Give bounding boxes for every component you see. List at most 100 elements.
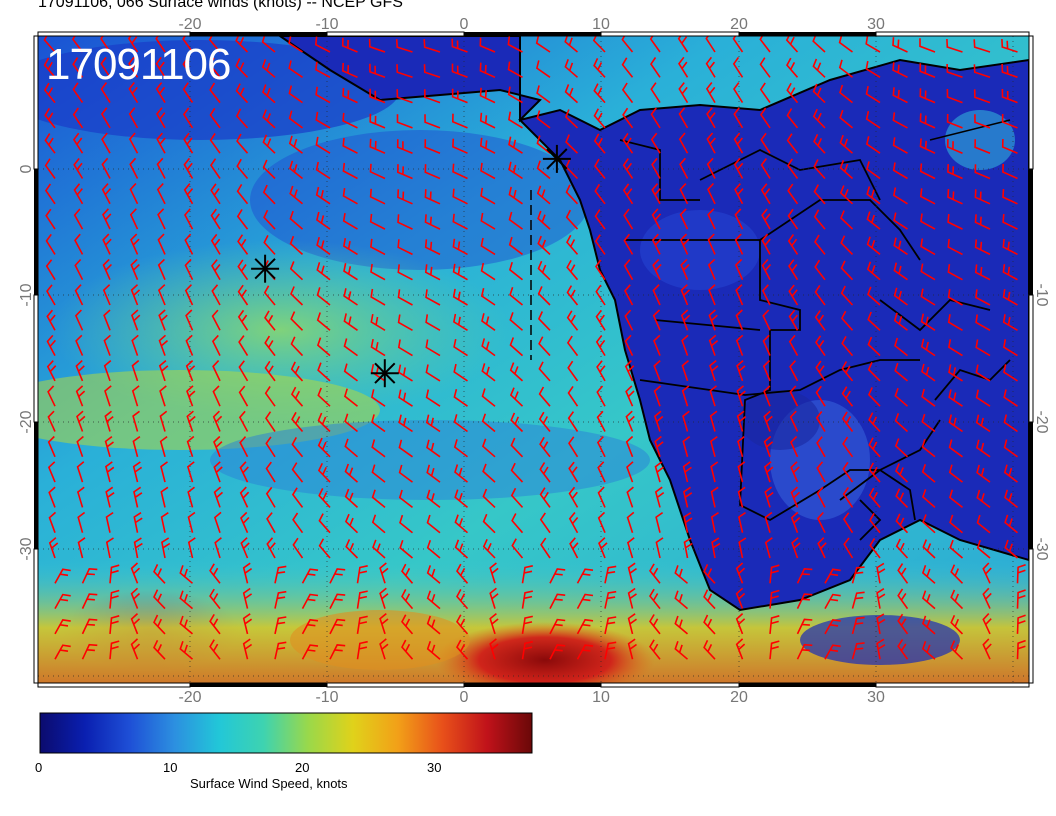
wind-barb — [453, 389, 468, 407]
wind-barb — [921, 464, 936, 483]
wind-barb — [867, 286, 881, 306]
wind-barb — [369, 163, 386, 180]
wind-barb — [213, 486, 224, 508]
wind-barb — [655, 537, 664, 559]
wind-barb — [735, 284, 744, 306]
wind-barb — [105, 537, 114, 559]
wind-barb — [866, 236, 881, 256]
wind-barb — [787, 208, 799, 230]
wind-barb — [211, 259, 221, 281]
wind-barb — [564, 109, 579, 129]
wind-barb — [674, 641, 689, 660]
wind-barb — [157, 208, 166, 230]
wind-barb — [317, 437, 331, 458]
wind-barb — [732, 36, 744, 53]
wind-barb — [919, 188, 936, 205]
wind-barb — [706, 107, 716, 129]
wind-barb — [893, 312, 908, 331]
wind-barb — [288, 85, 303, 104]
wind-barb — [424, 264, 441, 281]
lon-axis-bottom: -20 -10 0 10 20 30 — [178, 689, 885, 706]
wind-barb — [133, 537, 143, 559]
wind-barb — [242, 562, 253, 584]
wind-barb — [567, 360, 579, 382]
wind-barb — [344, 513, 359, 534]
colorbar-tick: 0 — [35, 760, 43, 775]
wind-barb — [796, 593, 813, 609]
wind-barb — [919, 63, 936, 79]
wind-barb — [814, 259, 826, 281]
wind-barb — [343, 338, 358, 357]
wind-barb — [291, 487, 304, 508]
wind-barb — [74, 284, 84, 306]
wind-barb — [894, 413, 909, 433]
wind-barb — [155, 82, 166, 104]
wind-barb — [398, 489, 413, 509]
wind-barb — [947, 314, 963, 331]
wind-barb — [764, 537, 773, 559]
wind-barb — [975, 439, 991, 458]
wind-barb — [866, 211, 881, 230]
wind-barb — [841, 361, 854, 382]
wind-barb — [451, 88, 468, 104]
wind-barb — [479, 87, 496, 104]
wind-barb — [897, 639, 909, 660]
wind-barb — [508, 211, 523, 230]
wind-barb — [733, 107, 744, 129]
wind-barb — [81, 643, 98, 660]
wind-barb — [764, 511, 773, 533]
wind-barb — [424, 239, 441, 256]
wind-barb — [318, 488, 331, 508]
wind-barb — [866, 161, 881, 180]
wind-barb — [426, 514, 441, 534]
wind-barb — [1002, 264, 1018, 281]
wind-barb — [133, 512, 143, 533]
wind-barb — [44, 183, 56, 205]
wind-barb — [356, 640, 368, 660]
wind-barb — [81, 593, 98, 609]
wind-barb — [651, 183, 661, 205]
wind-barb — [824, 644, 841, 660]
wind-barb — [816, 511, 826, 534]
wind-barb — [396, 164, 413, 180]
wind-barb — [737, 461, 746, 483]
wind-barb — [650, 57, 661, 78]
wind-barb — [452, 263, 468, 281]
wind-barb — [342, 87, 358, 104]
wind-barb — [76, 435, 84, 458]
wind-barb — [897, 563, 909, 584]
wind-barb — [540, 537, 551, 559]
wind-barb — [453, 439, 468, 458]
wind-barb — [763, 410, 773, 432]
wind-barb — [895, 538, 909, 559]
wind-barb — [787, 183, 799, 205]
wind-barb — [974, 164, 991, 180]
wind-barb — [482, 513, 496, 534]
wind-barb — [566, 234, 579, 255]
wind-barb — [594, 234, 606, 255]
wind-barb — [625, 385, 635, 407]
wind-barb — [946, 88, 963, 104]
wind-barb — [709, 385, 718, 407]
wind-barb — [596, 410, 606, 432]
wind-barb — [813, 159, 826, 180]
wind-barb — [264, 335, 276, 357]
wind-barb — [318, 513, 331, 534]
wind-barb — [264, 386, 276, 407]
wind-barb — [329, 568, 346, 584]
wind-barb — [289, 210, 304, 230]
wind-barb — [45, 259, 56, 281]
wind-barb — [652, 284, 661, 306]
wind-barb — [576, 644, 594, 660]
wind-barb — [482, 488, 496, 508]
wind-barb — [398, 364, 413, 382]
wind-barb — [453, 363, 468, 382]
wind-barb — [209, 107, 221, 129]
wind-barb — [946, 138, 963, 154]
wind-barb — [839, 134, 854, 154]
wind-barb — [239, 486, 250, 508]
wind-barb — [315, 161, 331, 180]
wind-barb — [892, 137, 908, 154]
wind-barb — [622, 158, 634, 179]
wind-barb — [787, 158, 799, 179]
